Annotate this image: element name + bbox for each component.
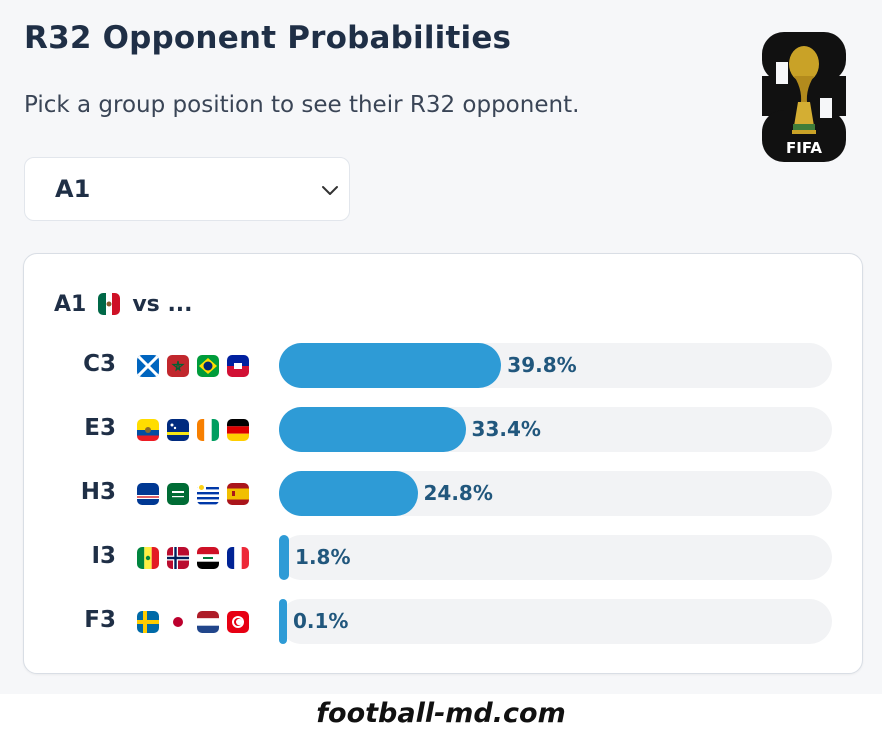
probability-bar-fill [279, 535, 290, 580]
scotland-flag-icon [137, 355, 159, 377]
opponent-row: H3 24.8% [24, 471, 864, 517]
fifa-logo-text: FIFA [786, 139, 822, 157]
brazil-flag-icon [197, 355, 219, 377]
tunisia-flag-icon [227, 611, 249, 633]
group-position-label: E3 [84, 415, 116, 441]
sweden-flag-icon [137, 611, 159, 633]
opponent-row: I3 1.8% [24, 535, 864, 581]
germany-flag-icon [227, 419, 249, 441]
probability-percent: 39.8% [507, 353, 577, 377]
probability-bar-track: 24.8% [279, 471, 832, 516]
probability-percent: 33.4% [471, 417, 541, 441]
opponent-card: A1 vs ... C3 39.8% E3 33.4% H3 24.8% I3 1.8% F3 0… [23, 253, 863, 674]
ecuador-flag-icon [137, 419, 159, 441]
opponent-row: F3 0.1% [24, 599, 864, 645]
probability-percent: 24.8% [423, 481, 493, 505]
page-title: R32 Opponent Probabilities [24, 20, 512, 56]
page-subtitle: Pick a group position to see their R32 o… [24, 92, 580, 118]
probability-percent: 1.8% [295, 545, 351, 569]
probability-bar-track: 1.8% [279, 535, 832, 580]
group-position-label: I3 [91, 543, 116, 569]
probability-bar-fill [279, 599, 287, 644]
netherlands-flag-icon [197, 611, 219, 633]
probability-bar-track: 0.1% [279, 599, 832, 644]
france-flag-icon [227, 547, 249, 569]
cape-verde-flag-icon [137, 483, 159, 505]
saudi-arabia-flag-icon [167, 483, 189, 505]
group-flags [137, 483, 249, 505]
probability-bar-fill [279, 343, 502, 388]
ivory-coast-flag-icon [197, 419, 219, 441]
probability-bar-fill [279, 407, 466, 452]
vs-text: vs ... [132, 291, 193, 317]
position-select[interactable]: A1 [24, 157, 350, 221]
opponent-row: C3 39.8% [24, 343, 864, 389]
card-header: A1 vs ... [54, 290, 193, 318]
group-flags [137, 547, 249, 569]
haiti-flag-icon [227, 355, 249, 377]
norway-flag-icon [167, 547, 189, 569]
probability-bar-track: 39.8% [279, 343, 832, 388]
probability-percent: 0.1% [293, 609, 349, 633]
position-select-value: A1 [55, 175, 91, 203]
spain-flag-icon [227, 483, 249, 505]
curacao-flag-icon [167, 419, 189, 441]
iraq-flag-icon [197, 547, 219, 569]
group-position-label: C3 [83, 351, 116, 377]
mexico-flag-icon [98, 293, 121, 315]
watermark: football-md.com [316, 698, 566, 729]
world-cup-2026-logo-icon: FIFA [762, 32, 846, 162]
probability-bar-track: 33.4% [279, 407, 832, 452]
group-flags [137, 611, 249, 633]
japan-flag-icon [167, 611, 189, 633]
group-position-label: F3 [84, 607, 116, 633]
group-flags [137, 419, 249, 441]
senegal-flag-icon [137, 547, 159, 569]
team-position-label: A1 [54, 291, 87, 317]
uruguay-flag-icon [197, 483, 219, 505]
probability-bar-fill [279, 471, 418, 516]
group-position-label: H3 [80, 479, 116, 505]
morocco-flag-icon [167, 355, 189, 377]
chevron-down-icon [322, 186, 338, 195]
opponent-row: E3 33.4% [24, 407, 864, 453]
main-panel: R32 Opponent Probabilities Pick a group … [23, 20, 863, 674]
group-flags [137, 355, 249, 377]
